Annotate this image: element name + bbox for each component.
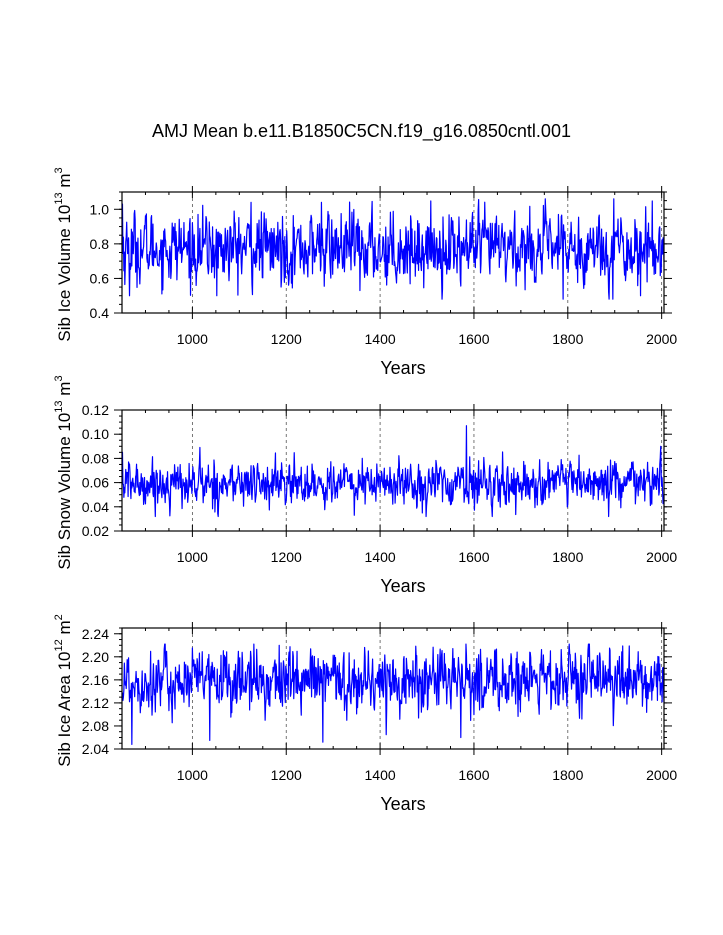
- y-tick-label: 0.04: [82, 499, 109, 515]
- y-tick-label: 1.0: [90, 201, 110, 217]
- series-line: [121, 643, 665, 745]
- y-tick-label: 2.12: [82, 695, 109, 711]
- y-tick-label: 0.8: [90, 236, 110, 252]
- x-tick-label: 1200: [271, 331, 302, 347]
- y-tick-label: 2.08: [82, 718, 109, 734]
- panel-1: 1000 1200 1400 1600 1800 2000 0.4 0.6 0.8 1.0 Year…: [53, 167, 677, 378]
- figure-title: AMJ Mean b.e11.B1850C5CN.f19_g16.0850cnt…: [152, 121, 571, 141]
- y-tick-label: 0.4: [90, 305, 110, 321]
- y-tick-label: 0.6: [90, 270, 110, 286]
- plot-frame: [121, 627, 665, 750]
- y-tick-label: 0.12: [82, 402, 109, 418]
- x-tick-label: 1400: [365, 767, 396, 783]
- x-tick-label: 1200: [271, 549, 302, 565]
- panel-2: 1000 1200 1400 1600 1800 2000 0.02 0.04 0.06 0.08…: [53, 375, 677, 596]
- x-axis-label: Years: [380, 794, 425, 814]
- y-axis-label: Sib Snow Volume 1013 m3: [53, 375, 74, 569]
- x-tick-label: 1000: [177, 331, 208, 347]
- x-tick-label: 1800: [552, 331, 583, 347]
- y-axis-label: Sib Ice Volume 1013 m3: [53, 167, 74, 341]
- x-tick-label: 2000: [646, 331, 677, 347]
- y-tick-label: 2.24: [82, 626, 109, 642]
- y-axis-label: Sib Ice Area 1012 m2: [53, 614, 74, 767]
- series-line: [121, 198, 665, 300]
- y-tick-label: 0.02: [82, 523, 109, 539]
- y-tick-label: 0.10: [82, 426, 109, 442]
- x-tick-label: 1400: [365, 549, 396, 565]
- x-tick-label: 1800: [552, 767, 583, 783]
- y-tick-label: 0.06: [82, 475, 109, 491]
- x-tick-label: 1000: [177, 767, 208, 783]
- plot-frame: [121, 409, 665, 532]
- x-tick-label: 1400: [365, 331, 396, 347]
- x-tick-label: 1600: [458, 331, 489, 347]
- x-tick-label: 2000: [646, 549, 677, 565]
- y-tick-label: 2.20: [82, 649, 109, 665]
- x-tick-label: 1200: [271, 767, 302, 783]
- x-tick-label: 1600: [458, 767, 489, 783]
- y-tick-label: 2.04: [82, 741, 109, 757]
- panel-3: 1000 1200 1400 1600 1800 2000 2.04 2.08 2.12 2.16…: [53, 614, 677, 814]
- x-axis-label: Years: [380, 358, 425, 378]
- y-tick-label: 0.08: [82, 450, 109, 466]
- x-tick-label: 1600: [458, 549, 489, 565]
- x-tick-label: 1800: [552, 549, 583, 565]
- series-line: [121, 425, 665, 518]
- x-tick-label: 1000: [177, 549, 208, 565]
- x-tick-label: 2000: [646, 767, 677, 783]
- y-tick-label: 2.16: [82, 672, 109, 688]
- x-axis-label: Years: [380, 576, 425, 596]
